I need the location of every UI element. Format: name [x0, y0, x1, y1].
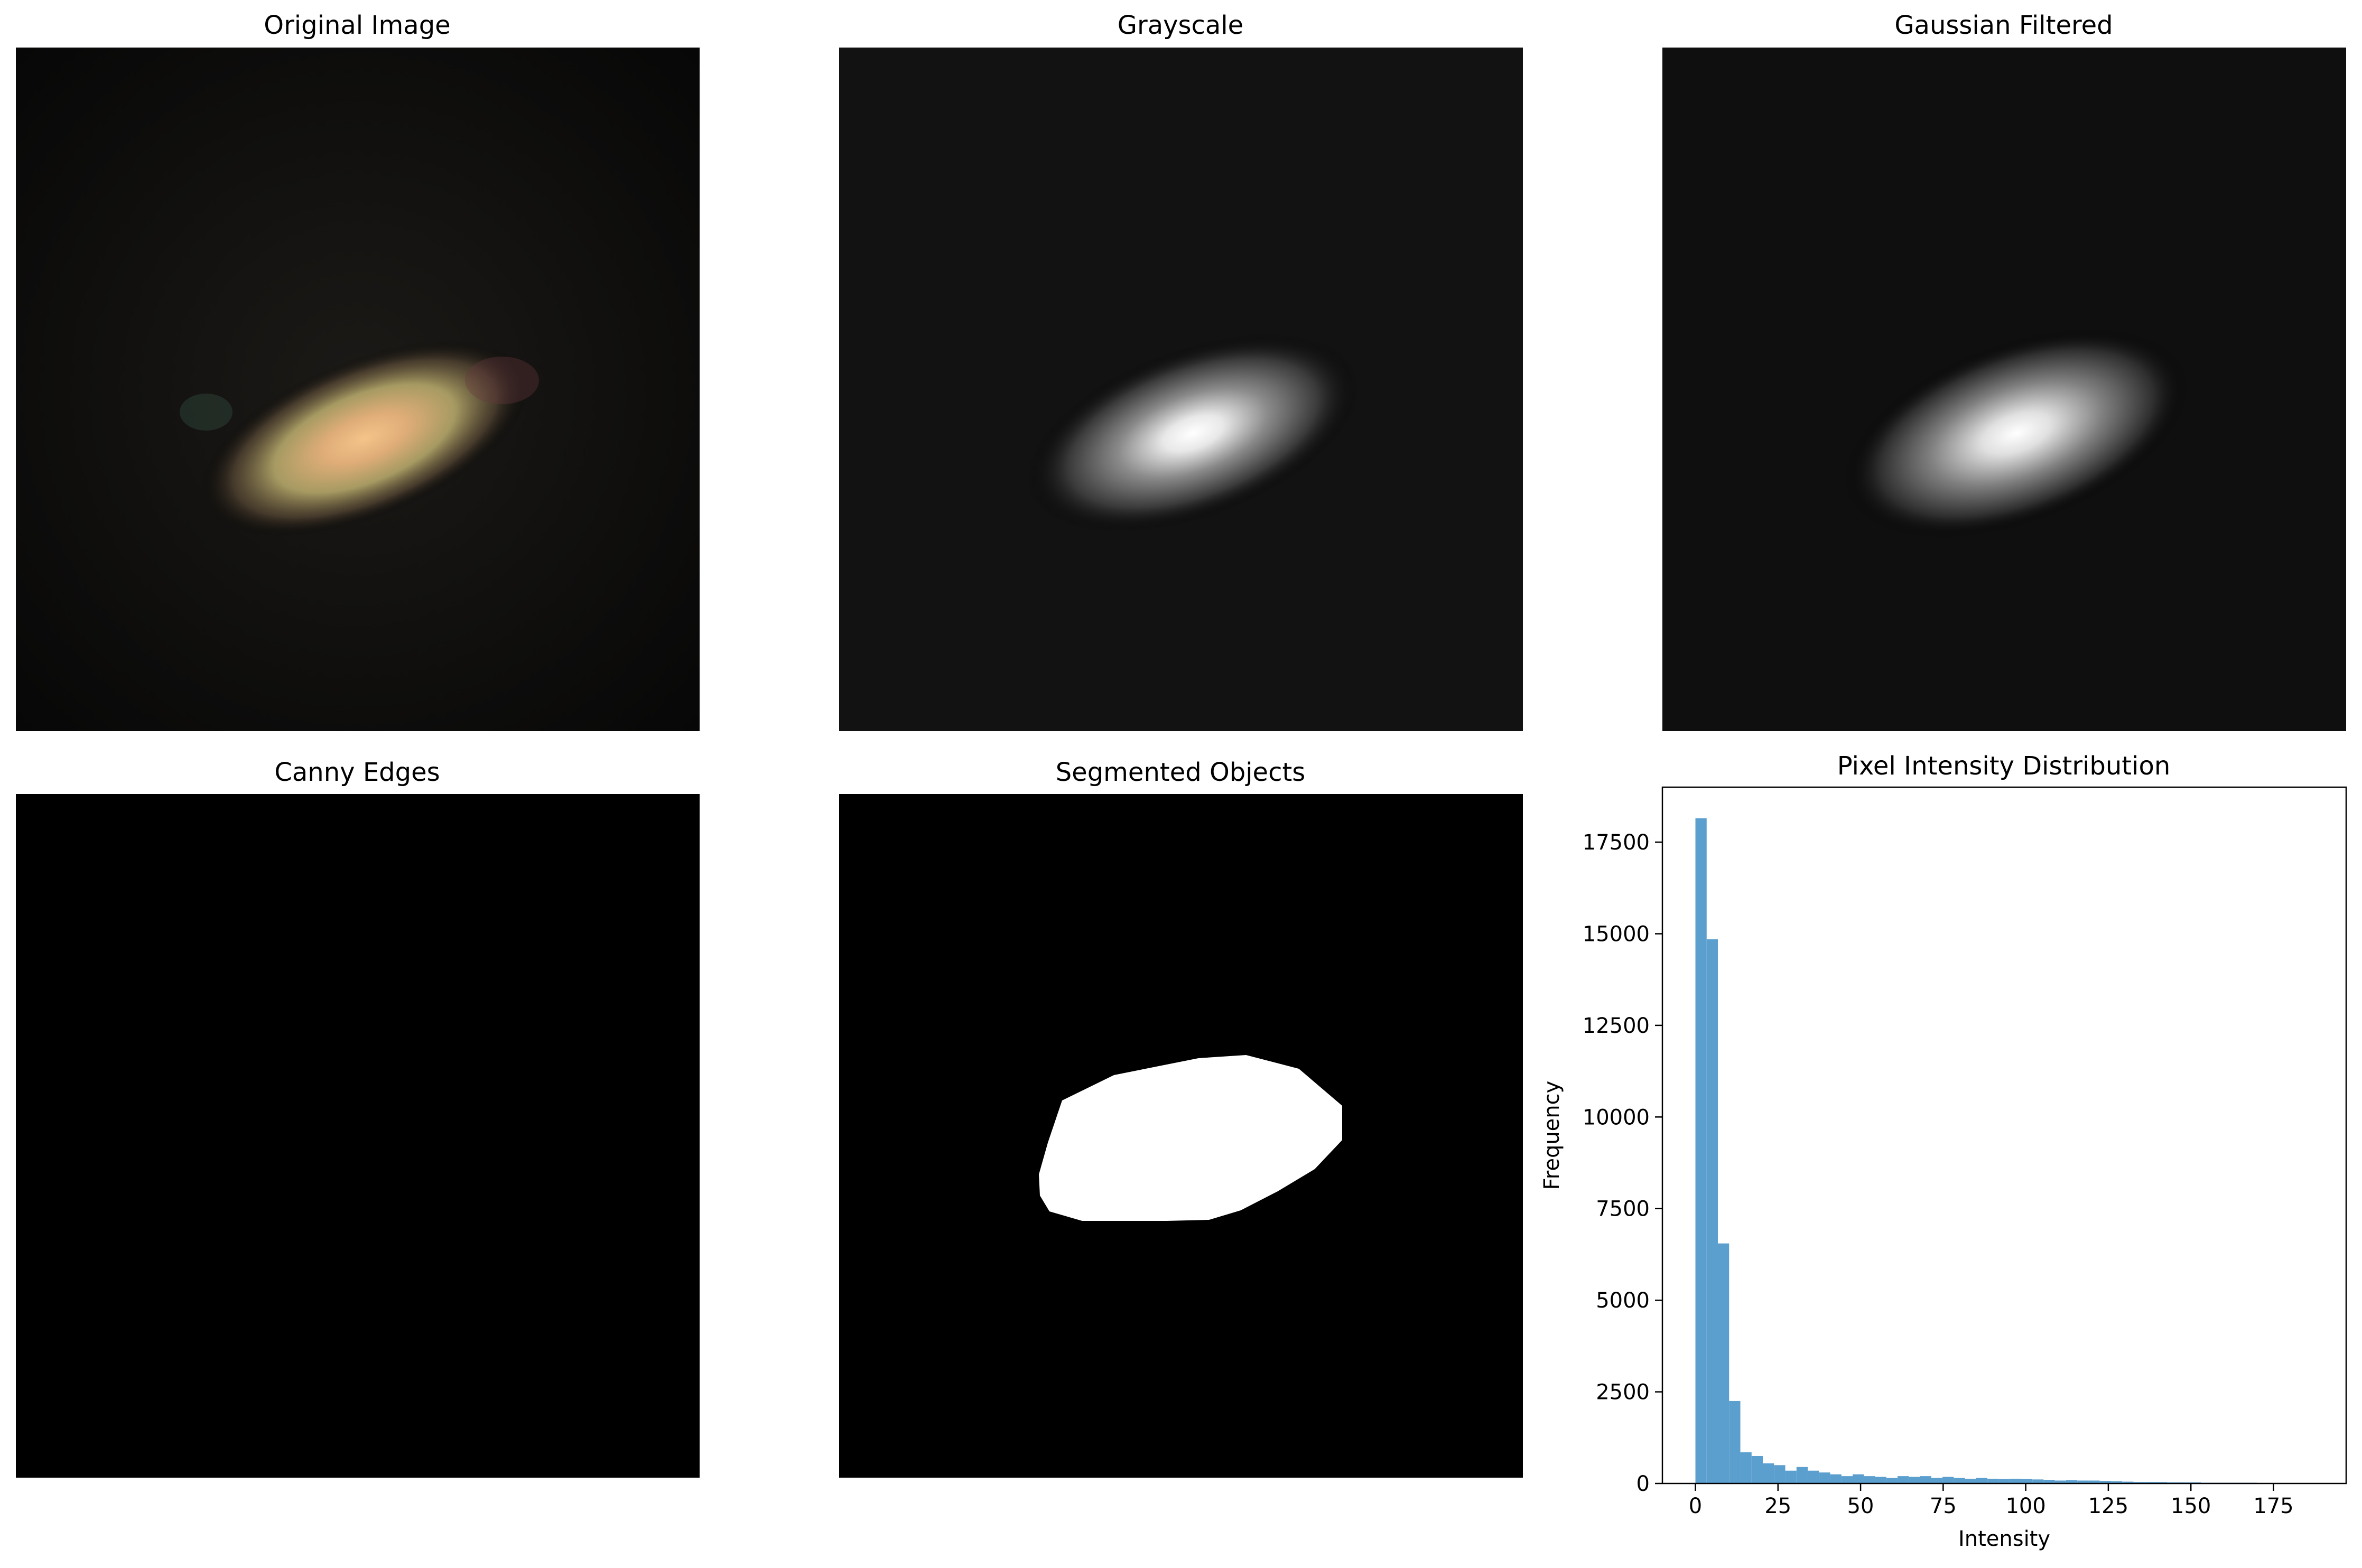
histogram-bar	[1796, 1467, 1808, 1483]
histogram-bar	[1819, 1472, 1830, 1483]
histogram-bar	[1774, 1465, 1786, 1483]
gaussian-image-panel	[1662, 48, 2346, 731]
histogram-bars	[1695, 818, 2313, 1483]
original-image-title: Original Image	[264, 11, 451, 40]
histogram-bar	[1998, 1479, 2010, 1483]
x-axis-label: Intensity	[1958, 1527, 2050, 1551]
grayscale-image-panel	[839, 48, 1523, 731]
histogram-bar	[2088, 1480, 2100, 1483]
histogram-bar	[2032, 1479, 2044, 1483]
original-image-panel	[16, 48, 700, 731]
histogram-bar	[1706, 939, 1718, 1483]
histogram-bar	[1920, 1476, 1931, 1483]
histogram-bar	[2054, 1480, 2066, 1483]
histogram-bar	[1942, 1477, 1954, 1483]
histogram-bar	[1987, 1478, 1999, 1483]
histogram-bar	[1954, 1478, 1965, 1483]
y-axis-label: Frequency	[1540, 1081, 1564, 1190]
histogram-bar	[1763, 1463, 1774, 1483]
y-tick-label: 7500	[1596, 1197, 1650, 1221]
histogram-bar	[2010, 1478, 2021, 1483]
histogram-bar	[1931, 1478, 1943, 1483]
x-tick-label: 100	[2005, 1494, 2045, 1518]
x-tick-label: 150	[2171, 1494, 2211, 1518]
histogram-bar	[2021, 1479, 2033, 1483]
galaxy-gaussian-image	[1662, 48, 2346, 731]
y-tick-label: 0	[1636, 1472, 1650, 1496]
y-tick-label: 5000	[1596, 1289, 1650, 1313]
canny-edges-panel	[16, 794, 700, 1478]
histogram-bar	[1718, 1243, 1729, 1483]
y-tick-label: 12500	[1583, 1014, 1650, 1038]
segmented-objects-title: Segmented Objects	[1055, 758, 1306, 787]
histogram-bar	[2099, 1481, 2111, 1483]
segmented-objects-panel	[839, 794, 1523, 1478]
x-tick-label: 175	[2253, 1494, 2293, 1518]
galaxy-color-image	[16, 48, 700, 731]
pixel-intensity-distribution-title: Pixel Intensity Distribution	[1837, 751, 2171, 781]
x-tick-label: 125	[2088, 1494, 2128, 1518]
histogram-bar	[1841, 1476, 1853, 1483]
y-tick-label: 10000	[1583, 1105, 1650, 1130]
histogram-bar	[1853, 1474, 1864, 1483]
histogram-bar	[1751, 1455, 1763, 1483]
histogram-bar	[1864, 1476, 1875, 1483]
histogram-bar	[1729, 1401, 1741, 1483]
x-tick-label: 75	[1930, 1494, 1957, 1518]
histogram-bar	[1830, 1474, 1842, 1483]
y-tick-label: 15000	[1583, 922, 1650, 946]
histogram-bar	[2066, 1480, 2078, 1483]
canny-edges-title: Canny Edges	[274, 758, 440, 787]
histogram-bar	[1886, 1478, 1898, 1483]
segmented-mask-image	[839, 794, 1523, 1478]
histogram-bar	[1965, 1478, 1976, 1483]
histogram-bar	[1898, 1476, 1909, 1483]
x-tick-label: 25	[1764, 1494, 1791, 1518]
gaussian-filtered-title: Gaussian Filtered	[1894, 11, 2113, 40]
histogram-bar	[1976, 1478, 1988, 1483]
histogram-bar	[2155, 1482, 2168, 1483]
histogram-axes: 0 25 50 75 100 125 150 175 0 2500 5000 7500 10000 125…	[1583, 786, 2347, 1518]
histogram-bar	[2144, 1482, 2156, 1483]
grayscale-title: Grayscale	[1117, 11, 1244, 40]
histogram-bar	[2110, 1481, 2123, 1483]
y-tick-label: 17500	[1583, 830, 1650, 855]
histogram-bar	[2077, 1480, 2089, 1483]
histogram-bar	[1785, 1470, 1797, 1483]
histogram-bar	[1808, 1470, 1819, 1483]
histogram-bar	[1875, 1477, 1886, 1483]
histogram-bar	[1695, 818, 1707, 1483]
y-tick-label: 2500	[1596, 1380, 1650, 1405]
plot-frame	[1661, 786, 2347, 1485]
histogram-bar	[2122, 1481, 2134, 1483]
x-tick-label: 0	[1689, 1494, 1702, 1518]
histogram-bar	[2043, 1480, 2055, 1483]
segmented-blob	[1039, 1055, 1342, 1221]
x-tick-label: 50	[1847, 1494, 1874, 1518]
histogram-bar	[2133, 1482, 2145, 1483]
galaxy-grayscale-image	[839, 48, 1523, 731]
histogram-bar	[1740, 1452, 1752, 1483]
histogram-bar	[1909, 1477, 1920, 1483]
